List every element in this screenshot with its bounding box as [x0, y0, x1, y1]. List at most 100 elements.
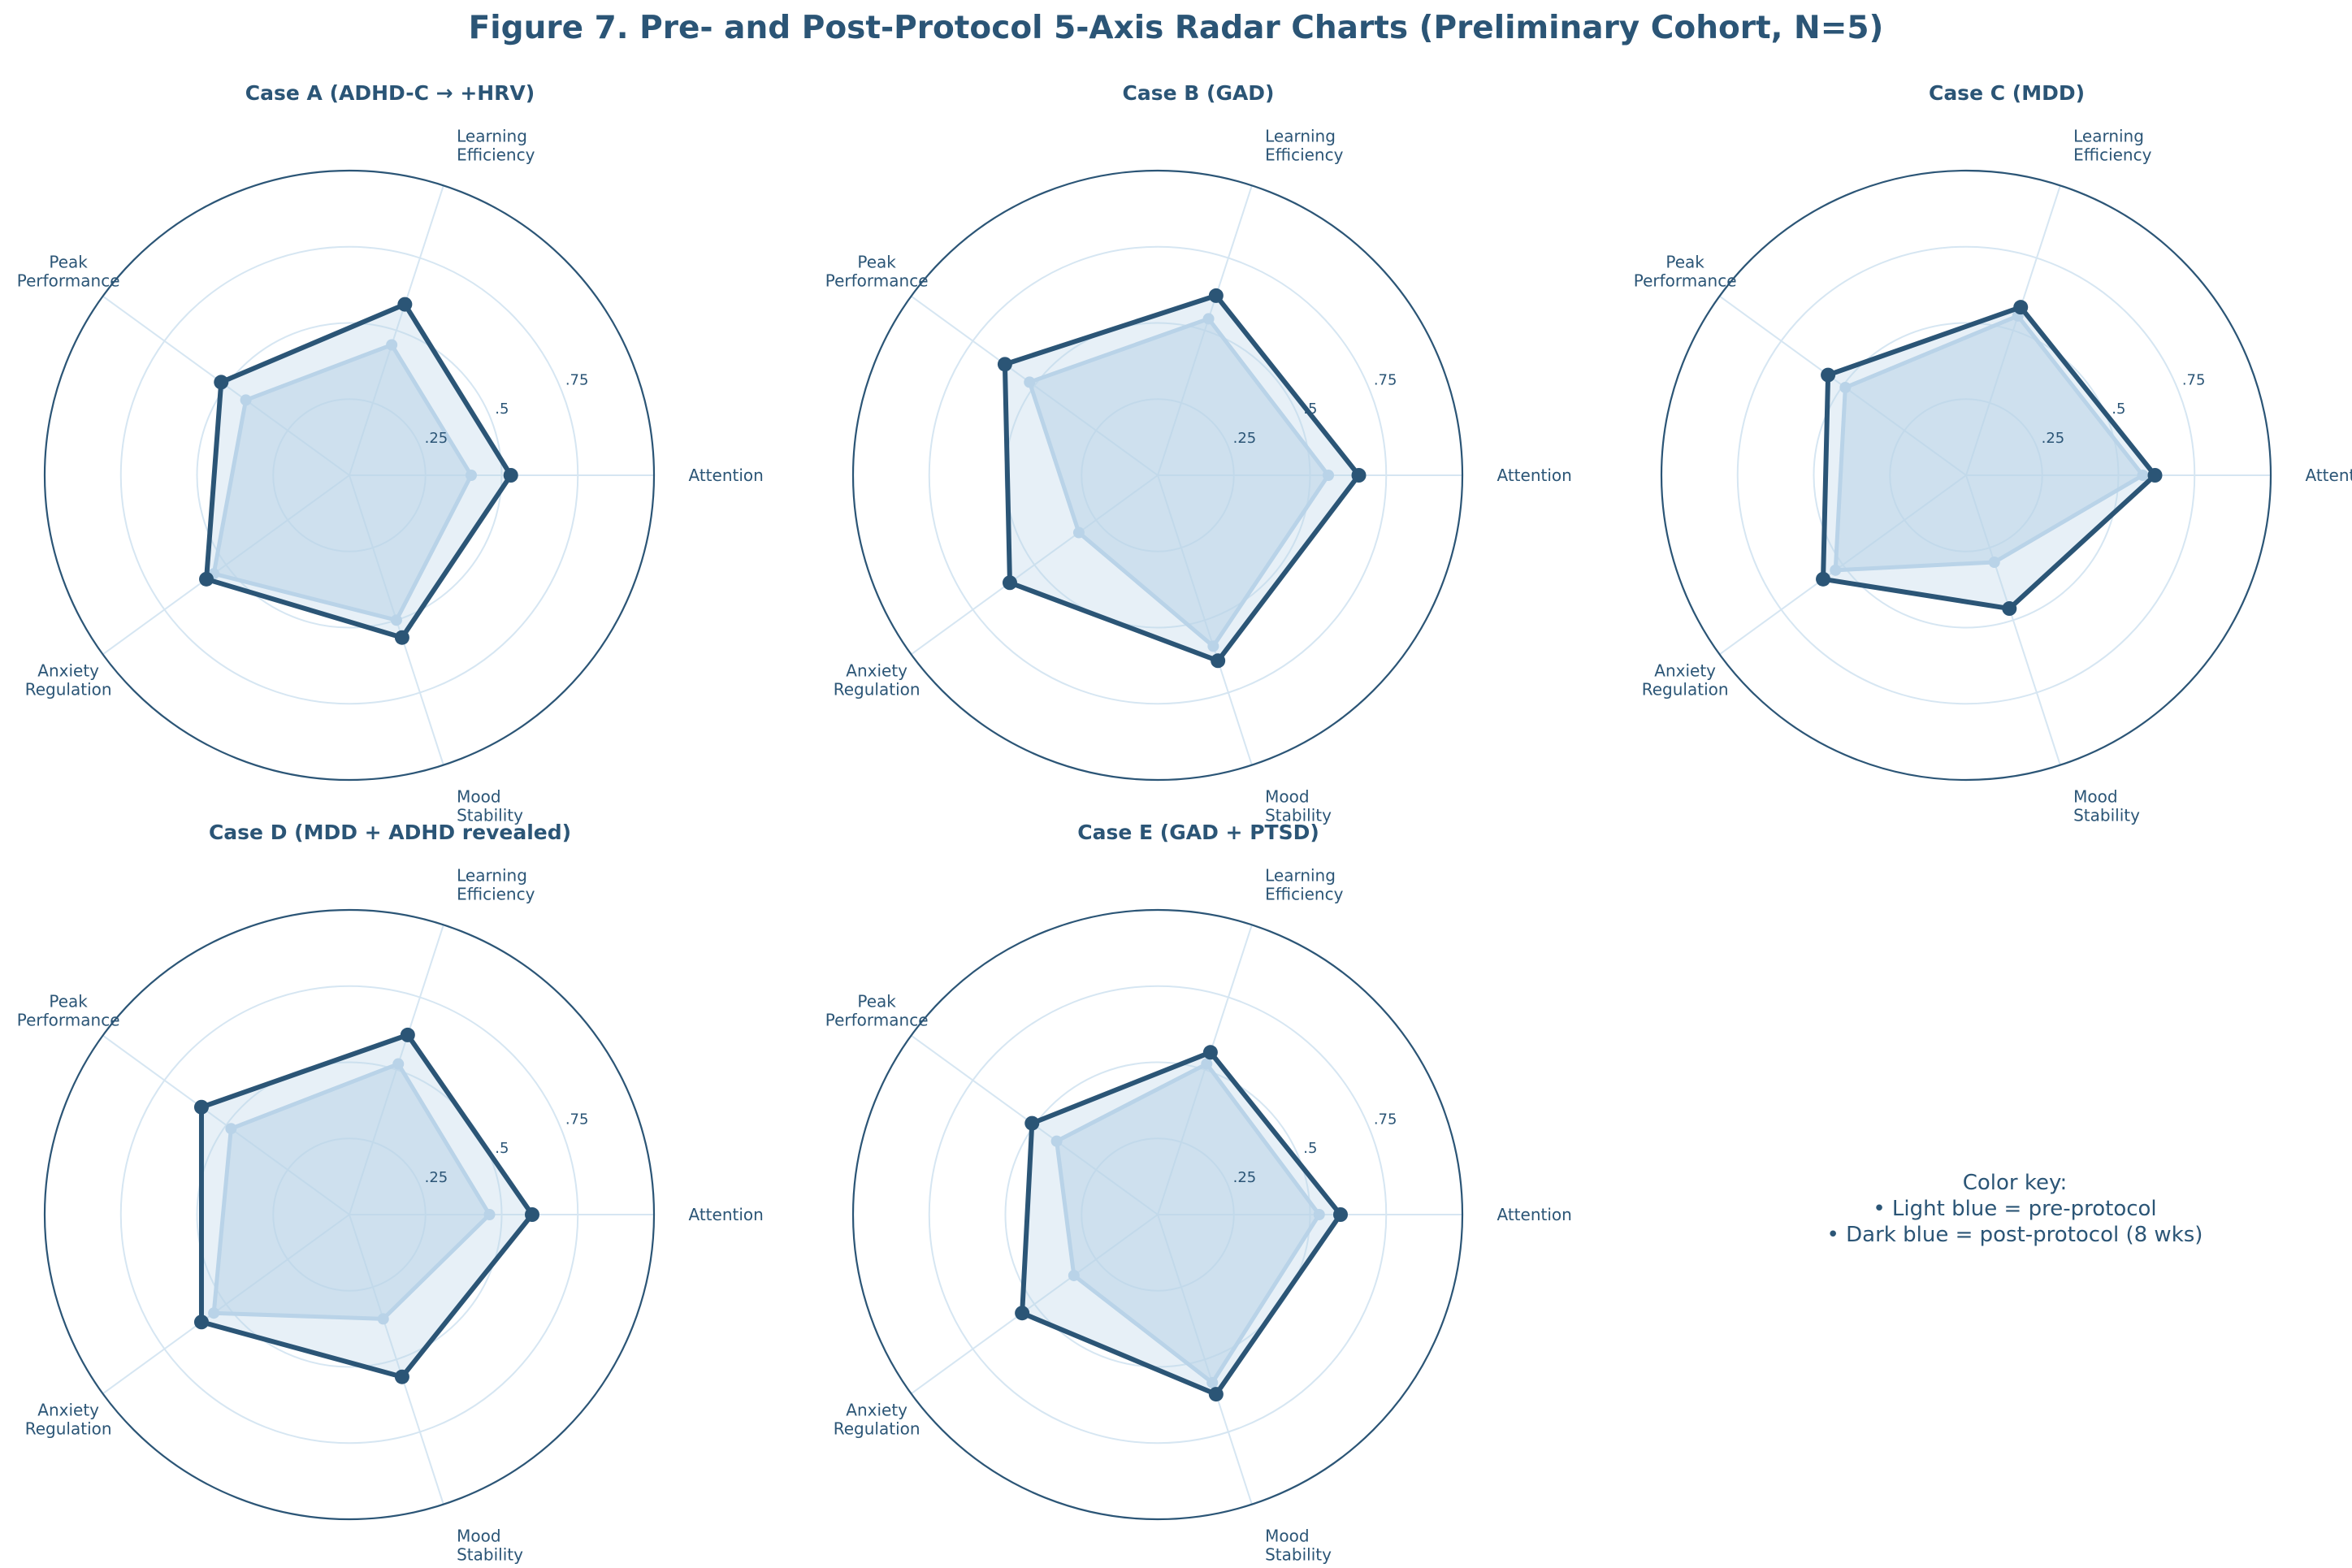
tick-label: .5 [495, 1140, 509, 1157]
series-post-point-learning-efficiency [1208, 288, 1224, 303]
series-pre-polygon [1833, 314, 2145, 573]
axis-label-mood-stability: Mood Stability [1265, 787, 1332, 825]
series-post-point-attention [1333, 1207, 1348, 1222]
series-post-point-mood-stability [2002, 601, 2017, 617]
series-post-point-learning-efficiency [1202, 1045, 1218, 1060]
axis-label-mood-stability: Mood Stability [457, 787, 523, 825]
series-post-point-mood-stability [394, 1369, 409, 1384]
series-pre-point-attention [1323, 470, 1334, 481]
color-key-pre: • Light blue = pre-protocol [1873, 1197, 2157, 1221]
series-post-point-learning-efficiency [2013, 300, 2029, 315]
series-post-point-peak-performance [1024, 1115, 1040, 1131]
series-pre-point-peak-performance [240, 394, 252, 406]
tick-label: .25 [425, 430, 448, 447]
axis-label-anxiety-regulation: Anxiety Regulation [834, 661, 920, 699]
axis-label-mood-stability: Mood Stability [457, 1527, 523, 1565]
radar-panel-case-b: Case B (GAD) .25 .5 .75 Attention Learning Ef… [808, 81, 1588, 825]
panel-title: Case D (MDD + ADHD revealed) [208, 821, 572, 844]
radar-panel-case-a: Case A (ADHD-C → +HRV) .25 .5 .75 Attention… [0, 81, 780, 825]
tick-label: .5 [1303, 401, 1317, 418]
series-post-point-mood-stability [394, 630, 409, 645]
radar-chart-case-b: .25 .5 .75 Attention Learning Efficiency Peak P… [825, 126, 1572, 825]
series-post-polygon [1002, 292, 1362, 664]
radar-panel-case-c: Case C (MDD) .25 .5 .75 Attention LearningEf… [1617, 81, 2352, 825]
axis-label-learning-efficiency: Learning Efficiency [2073, 126, 2152, 164]
series-pre-point-attention [2137, 470, 2149, 481]
axis-label-learning-efficiency: Learning Efficiency [457, 126, 535, 164]
series-post-point-mood-stability [1211, 653, 1226, 669]
series-pre-point-learning-efficiency [1201, 1058, 1213, 1070]
axis-label-mood-stability: Mood Stability [2073, 787, 2140, 825]
tick-label: .25 [425, 1169, 448, 1186]
series-post-polygon [1020, 1050, 1343, 1397]
series-post-point-anxiety-regulation [1816, 571, 1831, 587]
tick-label: .25 [2042, 430, 2065, 447]
series-pre-point-peak-performance [1050, 1135, 1063, 1147]
outer-circle [851, 169, 1464, 782]
axis-label-peak-performance: Peak Performance [825, 253, 929, 291]
series-pre-point-peak-performance [1024, 376, 1036, 388]
tick-label: .5 [495, 401, 509, 418]
series-pre-point-learning-efficiency [1202, 313, 1215, 325]
series-pre-point-mood-stability [1206, 1376, 1219, 1388]
series-post-point-attention [1351, 468, 1367, 483]
radar-panel-case-e: Case E (GAD + PTSD) .25 .5 .75 Attention Lea… [808, 821, 1588, 1565]
series-post-polygon [198, 1032, 535, 1380]
tick-label: .25 [1233, 1169, 1257, 1186]
axis-label-attention: Attention [689, 1205, 764, 1224]
series-pre-point-peak-performance [225, 1123, 237, 1135]
outer-circle [851, 908, 1464, 1521]
series-pre-polygon [1027, 316, 1331, 648]
tick-label: .5 [1303, 1140, 1317, 1157]
series-post-polygon [1821, 305, 2158, 612]
axis-label-anxiety-regulation: Anxiety Regulation [25, 1400, 112, 1438]
series-post-point-anxiety-regulation [193, 1315, 209, 1330]
axis-label-peak-performance: Peak Performance [1634, 253, 1737, 291]
axis-label-peak-performance: Peak Performance [825, 992, 929, 1030]
tick-label: .5 [2112, 401, 2125, 418]
color-key-legend: Color key: • Light blue = pre-protocol •… [1730, 1170, 2299, 1248]
series-post-point-attention [2147, 468, 2163, 483]
series-post-point-peak-performance [214, 375, 229, 390]
axis-label-learning-efficiency: Learning Efficiency [457, 865, 535, 903]
panel-title: Case A (ADHD-C → +HRV) [245, 81, 535, 105]
outer-circle [1660, 169, 2272, 782]
outer-circle [43, 169, 656, 782]
axis-label-peak-performance: Peak Performance [17, 253, 120, 291]
series-post-point-mood-stability [1208, 1387, 1224, 1402]
series-pre-point-mood-stability [1988, 556, 2000, 568]
series-pre-point-learning-efficiency [392, 1058, 405, 1070]
axis-label-anxiety-regulation: Anxiety Regulation [1642, 661, 1729, 699]
series-post-point-attention [503, 468, 518, 483]
series-pre-point-anxiety-regulation [1072, 526, 1085, 539]
series-pre-polygon [211, 343, 474, 622]
series-pre-point-anxiety-regulation [1830, 564, 1842, 576]
axis-label-attention: Attention [689, 466, 764, 485]
axis-label-anxiety-regulation: Anxiety Regulation [834, 1400, 920, 1438]
axis-label-learning-efficiency: Learning Efficiency [1265, 865, 1344, 903]
tick-label: .75 [1374, 1111, 1397, 1128]
series-pre-point-anxiety-regulation [1068, 1269, 1080, 1281]
figure-title: Figure 7. Pre- and Post-Protocol 5-Axis … [468, 10, 1884, 46]
series-pre-polygon [1055, 1062, 1322, 1385]
series-pre-point-mood-stability [1207, 640, 1219, 652]
axis-label-mood-stability: Mood Stability [1265, 1527, 1332, 1565]
outer-circle [43, 908, 656, 1521]
series-pre-point-mood-stability [377, 1313, 389, 1325]
axis-label-anxiety-regulation: Anxiety Regulation [25, 661, 112, 699]
series-post-point-learning-efficiency [397, 297, 413, 312]
series-pre-point-attention [483, 1209, 496, 1220]
series-post-point-peak-performance [1821, 367, 1836, 383]
series-post-point-anxiety-regulation [1015, 1306, 1030, 1321]
color-key-heading: Color key: [1962, 1171, 2068, 1195]
tick-label: .75 [565, 371, 589, 388]
tick-label: .75 [2182, 371, 2206, 388]
series-pre-polygon [211, 1062, 492, 1321]
axis-label-learning-efficiency: Learning Efficiency [1265, 126, 1344, 164]
series-pre-point-attention [1313, 1209, 1325, 1220]
series-post-point-anxiety-regulation [199, 571, 214, 587]
series-post-polygon [204, 301, 513, 640]
axis-label-attention: Attention [1497, 466, 1572, 485]
series-post-point-attention [525, 1207, 539, 1222]
